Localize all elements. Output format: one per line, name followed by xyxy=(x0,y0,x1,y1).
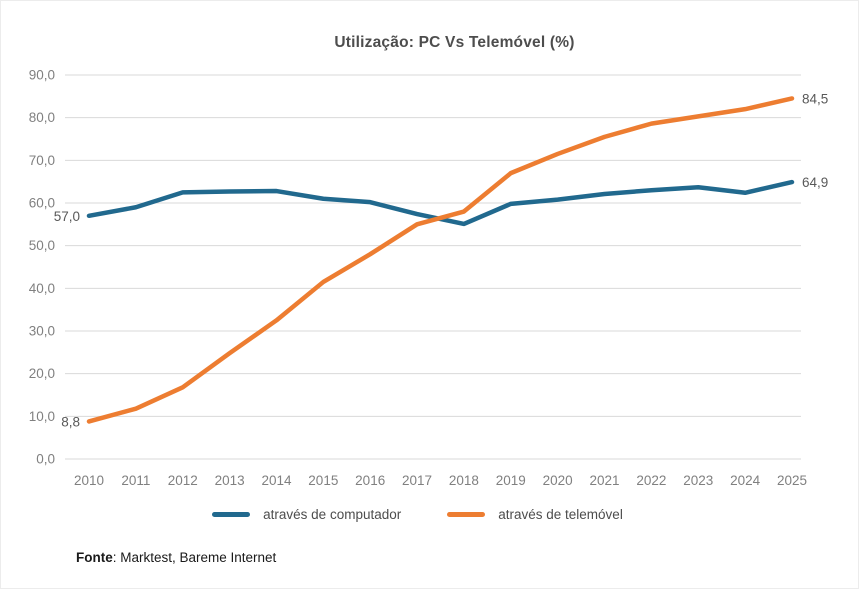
y-tick-label: 20,0 xyxy=(29,366,55,381)
legend-swatch-telemovel xyxy=(447,512,486,517)
x-tick-label: 2010 xyxy=(74,473,104,488)
y-tick-label: 60,0 xyxy=(29,196,55,211)
x-tick-label: 2015 xyxy=(308,473,338,488)
line-chart: 0,0 10,0 20,0 30,0 40,0 50,0 60,0 70,0 80,0 90,0 2… xyxy=(29,68,829,489)
x-tick-label: 2018 xyxy=(449,473,479,488)
legend-label-computador: através de computador xyxy=(263,507,402,522)
y-tick-label: 30,0 xyxy=(29,324,55,339)
x-tick-label: 2021 xyxy=(590,473,620,488)
y-tick-label: 70,0 xyxy=(29,153,55,168)
x-tick-label: 2025 xyxy=(777,473,807,488)
source-note-text: : Marktest, Bareme Internet xyxy=(112,550,277,565)
x-tick-label: 2017 xyxy=(402,473,432,488)
y-tick-label: 0,0 xyxy=(36,452,55,467)
source-note: Fonte: Marktest, Bareme Internet xyxy=(76,550,276,565)
series-line-1 xyxy=(86,96,795,424)
last-point-label: 64,9 xyxy=(802,175,828,190)
y-tick-label: 80,0 xyxy=(29,110,55,125)
legend-item-telemovel: através de telemóvel xyxy=(447,507,623,522)
x-tick-label: 2019 xyxy=(496,473,526,488)
x-tick-label: 2012 xyxy=(168,473,198,488)
legend-item-computador: através de computador xyxy=(212,507,401,522)
x-tick-label: 2014 xyxy=(261,473,292,488)
last-point-label: 84,5 xyxy=(802,91,828,106)
x-tick-label: 2022 xyxy=(636,473,666,488)
x-tick-label: 2011 xyxy=(121,473,150,488)
x-tick-label: 2023 xyxy=(683,473,713,488)
x-tick-label: 2016 xyxy=(355,473,385,488)
legend-swatch-computador xyxy=(212,512,251,517)
chart-title: Utilização: PC Vs Telemóvel (%) xyxy=(334,34,575,51)
source-note-prefix: Fonte xyxy=(76,550,113,565)
first-point-label: 8,8 xyxy=(61,414,80,429)
x-tick-label: 2013 xyxy=(215,473,245,488)
x-tick-label: 2024 xyxy=(730,473,761,488)
y-tick-label: 40,0 xyxy=(29,281,55,296)
legend: através de computador através de telemóv… xyxy=(1,507,858,522)
legend-label-telemovel: através de telemóvel xyxy=(498,507,623,522)
y-tick-label: 10,0 xyxy=(29,409,55,424)
first-point-label: 57,0 xyxy=(54,209,80,224)
x-tick-label: 2020 xyxy=(543,473,573,488)
y-tick-label: 90,0 xyxy=(29,68,55,83)
y-tick-label: 50,0 xyxy=(29,238,55,253)
